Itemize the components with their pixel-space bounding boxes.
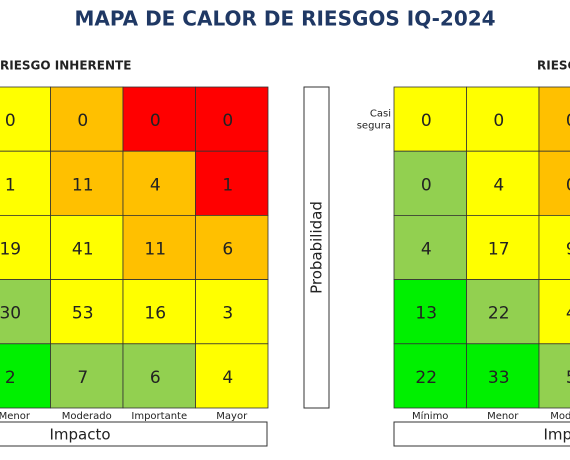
panel-title: RIESGO INHERENTE	[0, 59, 131, 73]
cell-value: 4	[493, 175, 504, 195]
heat-cell	[195, 343, 269, 409]
x-tick-label: Importante	[131, 411, 187, 422]
cell-value: 7	[77, 368, 88, 388]
cell-value: 5	[566, 368, 570, 388]
cell-value: 1	[222, 175, 233, 195]
cell-value: 4	[566, 304, 570, 324]
heat-cell	[538, 214, 570, 280]
heat-cell	[0, 279, 51, 345]
heat-cell	[122, 343, 196, 409]
heat-cell	[466, 214, 540, 280]
heat-cell	[0, 86, 51, 152]
cell-value: 0	[566, 175, 570, 195]
cell-value: 6	[222, 240, 233, 260]
x-label-box	[393, 421, 570, 447]
cell-value: 22	[415, 368, 437, 388]
cell-value: 17	[488, 240, 510, 260]
cell-value: 19	[0, 240, 21, 260]
x-tick-label: Mayor	[216, 411, 248, 422]
cell-value: 53	[72, 304, 94, 324]
x-axis-label: Impacto	[543, 426, 570, 444]
cell-value: 1	[5, 175, 16, 195]
heat-cell	[466, 150, 540, 216]
cell-value: 11	[72, 175, 94, 195]
heat-cell	[195, 150, 269, 216]
cell-value: 16	[144, 304, 166, 324]
heat-cell	[538, 279, 570, 345]
cell-value: 13	[415, 304, 437, 324]
cell-value: 0	[421, 175, 432, 195]
x-label-box	[0, 421, 268, 447]
x-axis-label: Impacto	[49, 426, 110, 444]
x-tick-label: Moderado	[550, 411, 570, 422]
cell-value: 3	[222, 304, 233, 324]
heat-cell	[50, 86, 124, 152]
heat-cell	[393, 343, 467, 409]
heat-cell	[538, 150, 570, 216]
x-tick-label: Mínimo	[412, 410, 448, 422]
cell-value: 4	[222, 368, 233, 388]
heat-cell	[0, 343, 51, 409]
heat-cell	[50, 279, 124, 345]
cell-value: 0	[566, 111, 570, 131]
cell-value: 0	[77, 111, 88, 131]
cell-value: 0	[5, 111, 16, 131]
heat-cell	[393, 214, 467, 280]
cell-value: 6	[150, 368, 161, 388]
heat-cell	[50, 343, 124, 409]
x-tick-label: Menor	[487, 411, 519, 422]
cell-value: 22	[488, 304, 510, 324]
cell-value: 2	[5, 368, 16, 388]
cell-value: 0	[493, 111, 504, 131]
x-tick-label: Menor	[0, 411, 31, 422]
cell-value: 11	[144, 240, 166, 260]
cell-value: 4	[421, 240, 432, 260]
heat-cell	[466, 279, 540, 345]
x-tick-label: Moderado	[62, 411, 112, 422]
heat-cell	[538, 343, 570, 409]
cell-value: 4	[150, 175, 161, 195]
cell-value: 41	[72, 240, 94, 260]
cell-value: 9	[566, 240, 570, 260]
heat-cell	[195, 279, 269, 345]
y-tick-label: Casi segura	[357, 109, 391, 132]
heat-cell	[393, 86, 467, 152]
cell-value: 0	[421, 111, 432, 131]
cell-value: 0	[150, 111, 161, 131]
cell-value: 30	[0, 304, 21, 324]
panel-title: RIESGO RESIDUAL	[537, 59, 570, 73]
heat-cell	[195, 214, 269, 280]
cell-value: 33	[488, 368, 510, 388]
heat-cell	[50, 214, 124, 280]
heat-cell	[195, 86, 269, 152]
cell-value: 0	[222, 111, 233, 131]
heat-cell	[393, 279, 467, 345]
heat-cell	[538, 86, 570, 152]
chart-title: MAPA DE CALOR DE RIESGOS IQ-2024	[74, 7, 495, 31]
heat-cell	[466, 86, 540, 152]
y-label-box	[303, 86, 330, 409]
heat-cell	[122, 279, 196, 345]
y-axis-label: Probabilidad	[308, 201, 326, 294]
